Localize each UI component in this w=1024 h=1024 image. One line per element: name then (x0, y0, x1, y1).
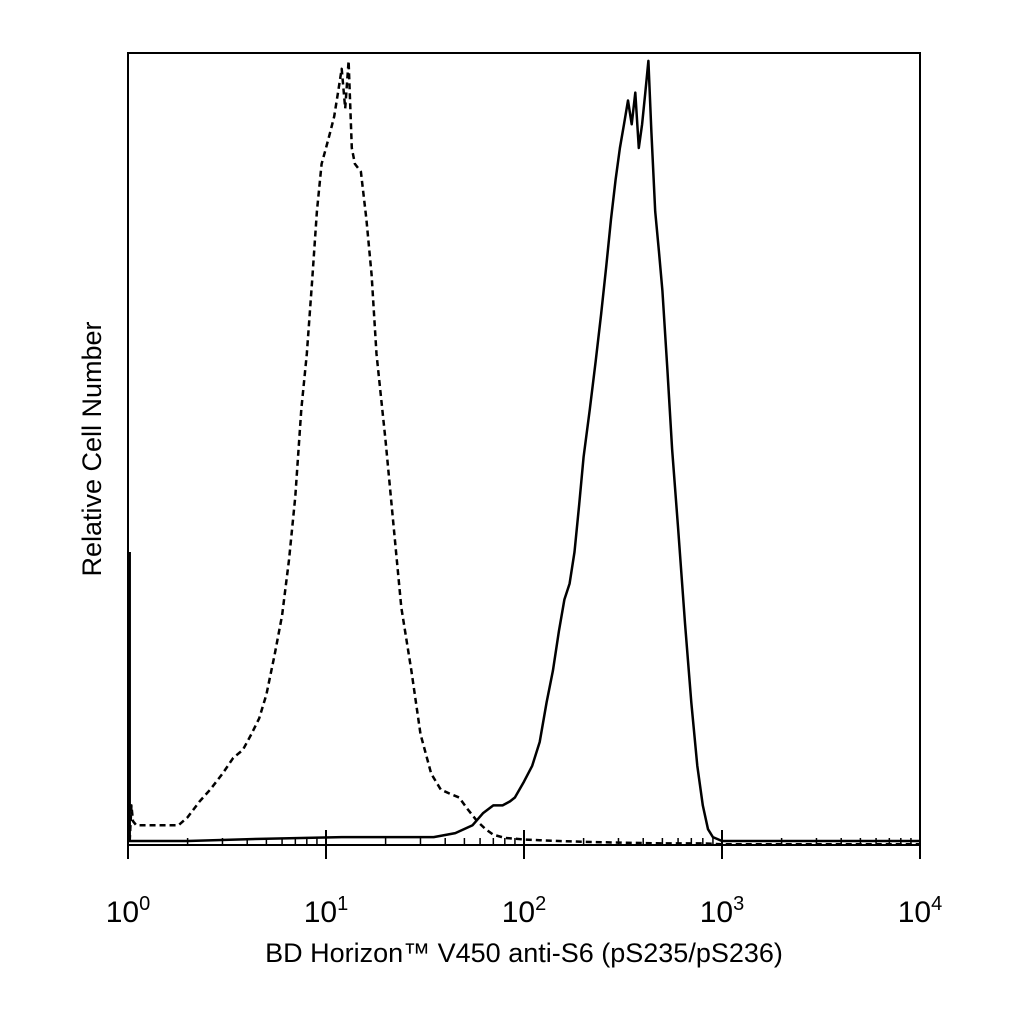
x-tick-label: 104 (898, 893, 943, 929)
x-tick-label-exponent: 4 (931, 893, 942, 915)
x-tick-label-exponent: 0 (139, 893, 150, 915)
x-major-ticks (127, 830, 921, 859)
x-tick-label: 101 (304, 893, 349, 929)
series-line-solid (128, 59, 920, 843)
x-tick-label-base: 10 (304, 896, 337, 929)
series-layer (128, 59, 920, 846)
x-tick-label-base: 10 (898, 896, 931, 929)
x-tick-label: 100 (106, 893, 151, 929)
x-tick-label-exponent: 2 (535, 893, 546, 915)
x-tick-label: 103 (700, 893, 745, 929)
x-tick-label: 102 (502, 893, 547, 929)
x-tick-labels: 100 101 102 103 104 (106, 893, 943, 929)
x-tick-label-exponent: 3 (733, 893, 744, 915)
x-tick-label-exponent: 1 (337, 893, 348, 915)
x-axis-title: BD Horizon™ V450 anti-S6 (pS235/pS236) (265, 938, 783, 968)
series-line-dashed (128, 59, 920, 846)
x-tick-label-base: 10 (700, 896, 733, 929)
x-tick-label-base: 10 (106, 896, 139, 929)
x-tick-label-base: 10 (502, 896, 535, 929)
y-axis-title: Relative Cell Number (77, 321, 107, 576)
plot-frame (127, 52, 921, 846)
